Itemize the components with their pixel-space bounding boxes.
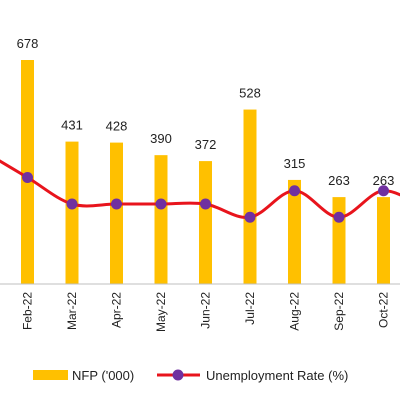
nfp-data-label-aug-22: 315 [284,156,306,171]
legend-nfp-swatch [33,370,68,380]
legend-nfp-label: NFP ('000) [72,368,134,383]
bars-layer [21,60,390,284]
unemployment-marker-jun-22 [200,198,211,210]
nfp-bar-aug-22 [288,179,301,284]
nfp-bar-may-22 [154,155,168,284]
unemployment-marker-mar-22 [66,198,78,210]
nfp-data-label-may-22: 390 [150,131,172,146]
nfp-bar-oct-22 [377,197,390,284]
legend-unemployment-marker [172,369,184,381]
nfp-data-label-feb-22: 678 [17,36,39,51]
nfp-bar-jun-22 [199,161,212,284]
tick-label-mar-22: Mar-22 [65,292,79,330]
tick-label-may-22: May-22 [154,292,168,332]
unemployment-marker-apr-22 [111,198,122,210]
tick-label-aug-22: Aug-22 [288,292,302,331]
nfp-bar-mar-22 [65,141,79,284]
nfp-data-label-oct-22: 263 [373,173,395,188]
bar-labels-layer: 678 431 428 390 372 528 315 263 263 [17,36,395,188]
tick-label-apr-22: Apr-22 [110,292,124,328]
nfp-data-label-jun-22: 372 [195,137,217,152]
legend-unemployment-label: Unemployment Rate (%) [206,368,348,383]
unemployment-marker-sep-22 [333,211,345,223]
tick-label-jun-22: Jun-22 [199,292,213,329]
nfp-data-label-sep-22: 263 [328,173,350,188]
unemployment-marker-may-22 [155,198,167,210]
nfp-bar-jul-22 [243,109,257,284]
nfp-data-label-apr-22: 428 [106,119,128,134]
unemployment-marker-feb-22 [22,172,33,183]
unemployment-marker-aug-22 [289,185,300,197]
nfp-data-label-jul-22: 528 [239,86,261,101]
nfp-bar-apr-22 [110,142,123,284]
x-tick-labels: Feb-22 Mar-22 Apr-22 May-22 Jun-22 Jul-22 Aug-… [21,292,391,332]
tick-label-oct-22: Oct-22 [377,292,391,328]
line-layer [0,159,400,223]
nfp-bar-sep-22 [332,197,346,284]
unemployment-marker-oct-22 [378,185,389,197]
tick-label-jul-22: Jul-22 [243,292,257,325]
tick-label-feb-22: Feb-22 [21,292,35,330]
tick-label-sep-22: Sep-22 [332,292,346,331]
nfp-data-label-mar-22: 431 [61,118,83,133]
unemployment-marker-jul-22 [244,211,256,223]
legend: NFP ('000) Unemployment Rate (%) [33,368,348,383]
